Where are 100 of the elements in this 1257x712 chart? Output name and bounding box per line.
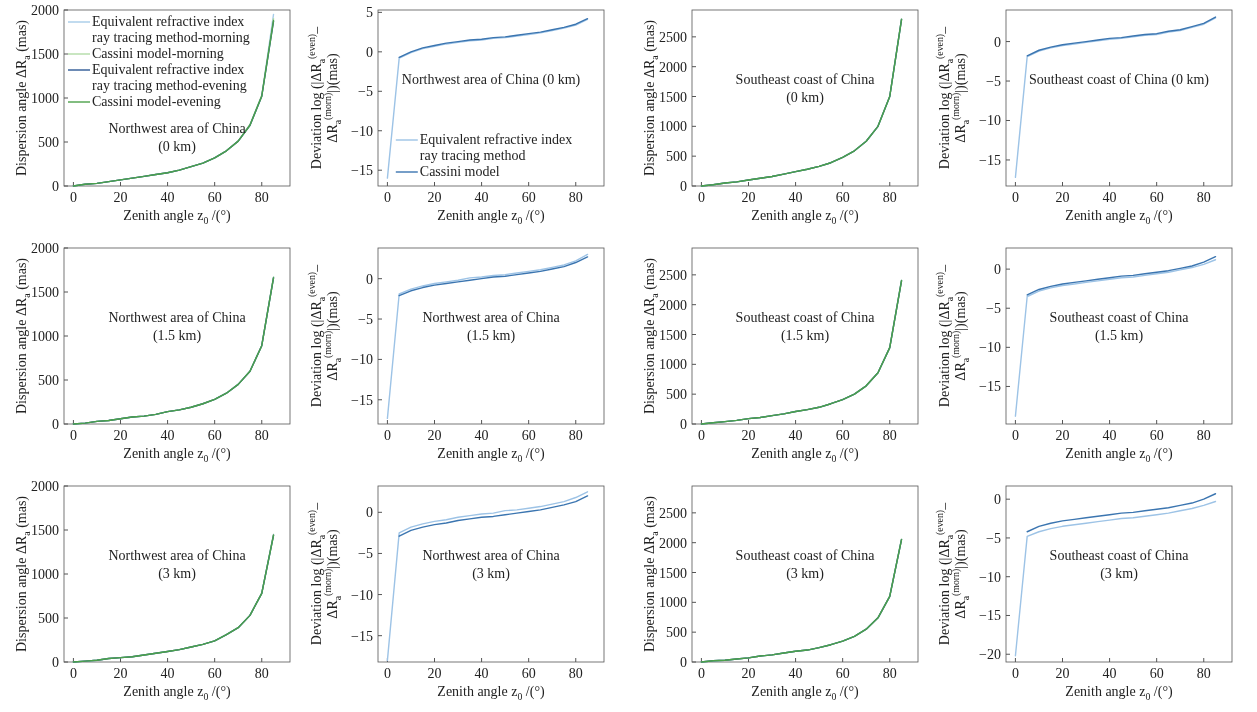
y-tick-label: 1500 — [659, 327, 687, 343]
x-axis-title: Zenith angle z$_{0}$ /(°) — [437, 208, 545, 227]
annotation: Northwest area of China (3 km) — [108, 547, 247, 582]
y-tick-label: 0 — [994, 34, 1001, 50]
y-tick-label: −5 — [986, 530, 1001, 546]
annotation: Northwest area of China (1.5 km) — [108, 309, 247, 344]
y-tick-label: −20 — [979, 647, 1001, 663]
x-tick-label: 0 — [383, 428, 391, 443]
y-tick-label: −5 — [358, 546, 373, 562]
x-tick-label: 80 — [254, 428, 269, 443]
y-tick-label: −5 — [986, 301, 1001, 317]
x-axis-title: Zenith angle z$_{0}$ /(°) — [123, 446, 231, 465]
annotation: Northwest area of China (1.5 km) — [422, 309, 561, 344]
x-tick-label: 0 — [697, 190, 705, 205]
y-tick-label: 2000 — [659, 59, 687, 75]
x-tick-label: 20 — [427, 666, 442, 681]
y-tick-label: 2500 — [659, 29, 687, 45]
y-tick-label: 500 — [38, 373, 59, 388]
x-tick-label: 0 — [69, 428, 77, 443]
x-tick-label: 80 — [568, 666, 583, 681]
x-tick-label: 40 — [788, 666, 803, 681]
annotation: Southeast coast of China (1.5 km) — [1049, 309, 1190, 344]
x-tick-label: 20 — [741, 428, 756, 443]
legend-label: Equivalent refractive index ray tracing method — [419, 132, 573, 163]
x-tick-label: 40 — [1102, 190, 1117, 205]
y-tick-label: 1500 — [31, 47, 59, 62]
x-tick-label: 80 — [882, 666, 897, 681]
annotation: Northwest area of China (3 km) — [422, 547, 561, 582]
x-tick-label: 0 — [383, 190, 391, 205]
x-tick-label: 80 — [1196, 190, 1211, 205]
y-tick-label: 500 — [38, 611, 59, 626]
y-tick-label: 5 — [366, 5, 373, 21]
y-tick-label: −10 — [979, 340, 1001, 356]
x-axis-title: Zenith angle z$_{0}$ /(°) — [751, 446, 859, 465]
y-tick-label: −10 — [979, 569, 1001, 585]
x-tick-label: 40 — [1102, 428, 1117, 443]
y-tick-label: 1500 — [659, 565, 687, 581]
y-tick-label: 500 — [666, 387, 687, 403]
x-axis-title: Zenith angle z$_{0}$ /(°) — [437, 684, 545, 703]
y-tick-label: 1000 — [31, 91, 59, 106]
x-axis-title: Zenith angle z$_{0}$ /(°) — [751, 208, 859, 227]
x-tick-label: 20 — [1055, 428, 1070, 443]
y-tick-label: −15 — [979, 152, 1001, 168]
y-tick-label: −10 — [351, 587, 373, 603]
y-tick-label: −10 — [979, 113, 1001, 129]
y-tick-label: −15 — [979, 379, 1001, 395]
x-tick-label: 40 — [788, 428, 803, 443]
legend-label: Equivalent refractive index ray tracing method-morning — [92, 14, 250, 45]
x-tick-label: 0 — [1011, 190, 1019, 205]
x-tick-label: 60 — [1149, 428, 1164, 443]
x-tick-label: 0 — [1011, 666, 1019, 681]
x-tick-label: 0 — [697, 428, 705, 443]
x-tick-label: 40 — [474, 190, 489, 205]
x-tick-label: 60 — [521, 666, 536, 681]
x-tick-label: 0 — [69, 190, 77, 205]
legend-label: Cassini model-evening — [92, 94, 221, 109]
annotation: Southeast coast of China (0 km) — [735, 71, 876, 106]
x-tick-label: 0 — [697, 666, 705, 681]
y-tick-label: 2500 — [659, 505, 687, 521]
y-tick-label: 0 — [366, 505, 373, 521]
x-tick-label: 0 — [69, 666, 77, 681]
annotation: Southeast coast of China (3 km) — [735, 547, 876, 582]
x-tick-label: 20 — [113, 666, 128, 681]
y-tick-label: 0 — [994, 262, 1001, 278]
x-axis-title: Zenith angle z$_{0}$ /(°) — [123, 684, 231, 703]
x-tick-label: 40 — [160, 428, 175, 443]
y-tick-label: 2000 — [659, 535, 687, 551]
y-tick-label: 500 — [38, 135, 59, 150]
x-tick-label: 80 — [1196, 666, 1211, 681]
x-tick-label: 80 — [882, 428, 897, 443]
annotation: Northwest area of China (0 km) — [108, 121, 247, 156]
x-tick-label: 60 — [1149, 666, 1164, 681]
x-tick-label: 0 — [1011, 428, 1019, 443]
x-tick-label: 20 — [427, 190, 442, 205]
x-tick-label: 20 — [113, 190, 128, 205]
y-tick-label: 0 — [994, 492, 1001, 508]
y-tick-label: −15 — [979, 608, 1001, 624]
x-tick-label: 60 — [835, 428, 850, 443]
x-tick-label: 80 — [568, 428, 583, 443]
annotation: Northwest area of China (0 km) — [401, 71, 581, 88]
x-tick-label: 40 — [1102, 666, 1117, 681]
x-tick-label: 20 — [1055, 666, 1070, 681]
y-tick-label: −5 — [358, 312, 373, 328]
y-tick-label: 1000 — [31, 329, 59, 344]
y-tick-label: 1000 — [659, 595, 687, 611]
y-tick-label: 1500 — [31, 523, 59, 538]
y-tick-label: 1500 — [659, 89, 687, 105]
x-tick-label: 20 — [1055, 190, 1070, 205]
annotation: Southeast coast of China (3 km) — [1049, 547, 1190, 582]
x-axis-title: Zenith angle z$_{0}$ /(°) — [123, 208, 231, 227]
x-tick-label: 60 — [207, 190, 222, 205]
x-tick-label: 80 — [882, 190, 897, 205]
legend-label: Cassini model-morning — [92, 46, 224, 61]
y-tick-label: −15 — [351, 392, 373, 408]
y-tick-label: 2500 — [659, 267, 687, 283]
y-tick-label: −10 — [351, 352, 373, 368]
x-tick-label: 80 — [568, 190, 583, 205]
x-tick-label: 40 — [474, 428, 489, 443]
x-tick-label: 80 — [254, 666, 269, 681]
y-tick-label: −10 — [351, 123, 373, 139]
